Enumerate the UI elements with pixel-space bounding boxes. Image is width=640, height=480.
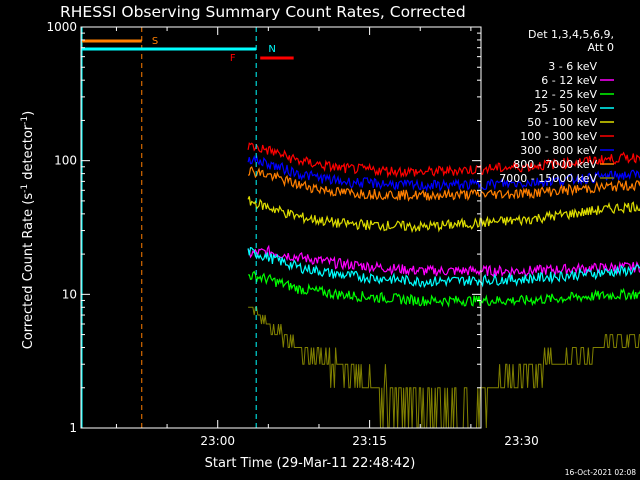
y-tick-label: 100 <box>54 154 77 168</box>
y-tick-label: 1 <box>69 421 77 435</box>
x-tick-label: 23:30 <box>504 434 539 448</box>
plot-markers: S F N <box>81 27 294 428</box>
series-line <box>247 247 640 289</box>
chart-title: RHESSI Observing Summary Count Rates, Co… <box>60 3 466 21</box>
y-axis: 1 10 100 1000 <box>46 20 481 435</box>
legend-label: 6 - 12 keV <box>541 74 597 87</box>
y-tick-label: 1000 <box>46 20 77 34</box>
legend-label: 300 - 800 keV <box>520 144 597 157</box>
legend-label: 50 - 100 keV <box>527 116 597 129</box>
series-line <box>247 154 640 193</box>
x-tick-label: 23:00 <box>200 434 235 448</box>
x-tick-label: 23:15 <box>352 434 387 448</box>
footer-timestamp: 16-Oct-2021 02:08 <box>565 468 636 477</box>
y-axis-label: Corrected Count Rate (s-1 detector-1) <box>20 111 36 349</box>
marker-label-f: F <box>230 53 236 64</box>
legend-label: 12 - 25 keV <box>534 88 597 101</box>
y-tick-label: 10 <box>62 287 77 301</box>
series-line <box>247 142 640 179</box>
legend-label: 800 - 7000 keV <box>513 158 597 171</box>
marker-label-s: S <box>152 36 158 47</box>
series-line <box>247 196 640 234</box>
legend-label: 7000 - 15000 keV <box>499 172 597 185</box>
legend-label: 3 - 6 keV <box>548 60 597 73</box>
series-line <box>247 166 640 202</box>
x-axis-label: Start Time (29-Mar-11 22:48:42) <box>205 456 416 471</box>
plot-frame <box>80 26 482 429</box>
legend-header-1: Det 1,3,4,5,6,9, <box>528 28 614 41</box>
series-line <box>247 244 640 278</box>
legend-label: 100 - 300 keV <box>520 130 597 143</box>
legend-label: 25 - 50 keV <box>534 102 597 115</box>
series-line <box>248 270 640 308</box>
plot-series <box>247 142 640 429</box>
legend-header-2: Att 0 <box>588 41 614 54</box>
series-line <box>248 306 640 429</box>
marker-label-n: N <box>268 44 275 55</box>
